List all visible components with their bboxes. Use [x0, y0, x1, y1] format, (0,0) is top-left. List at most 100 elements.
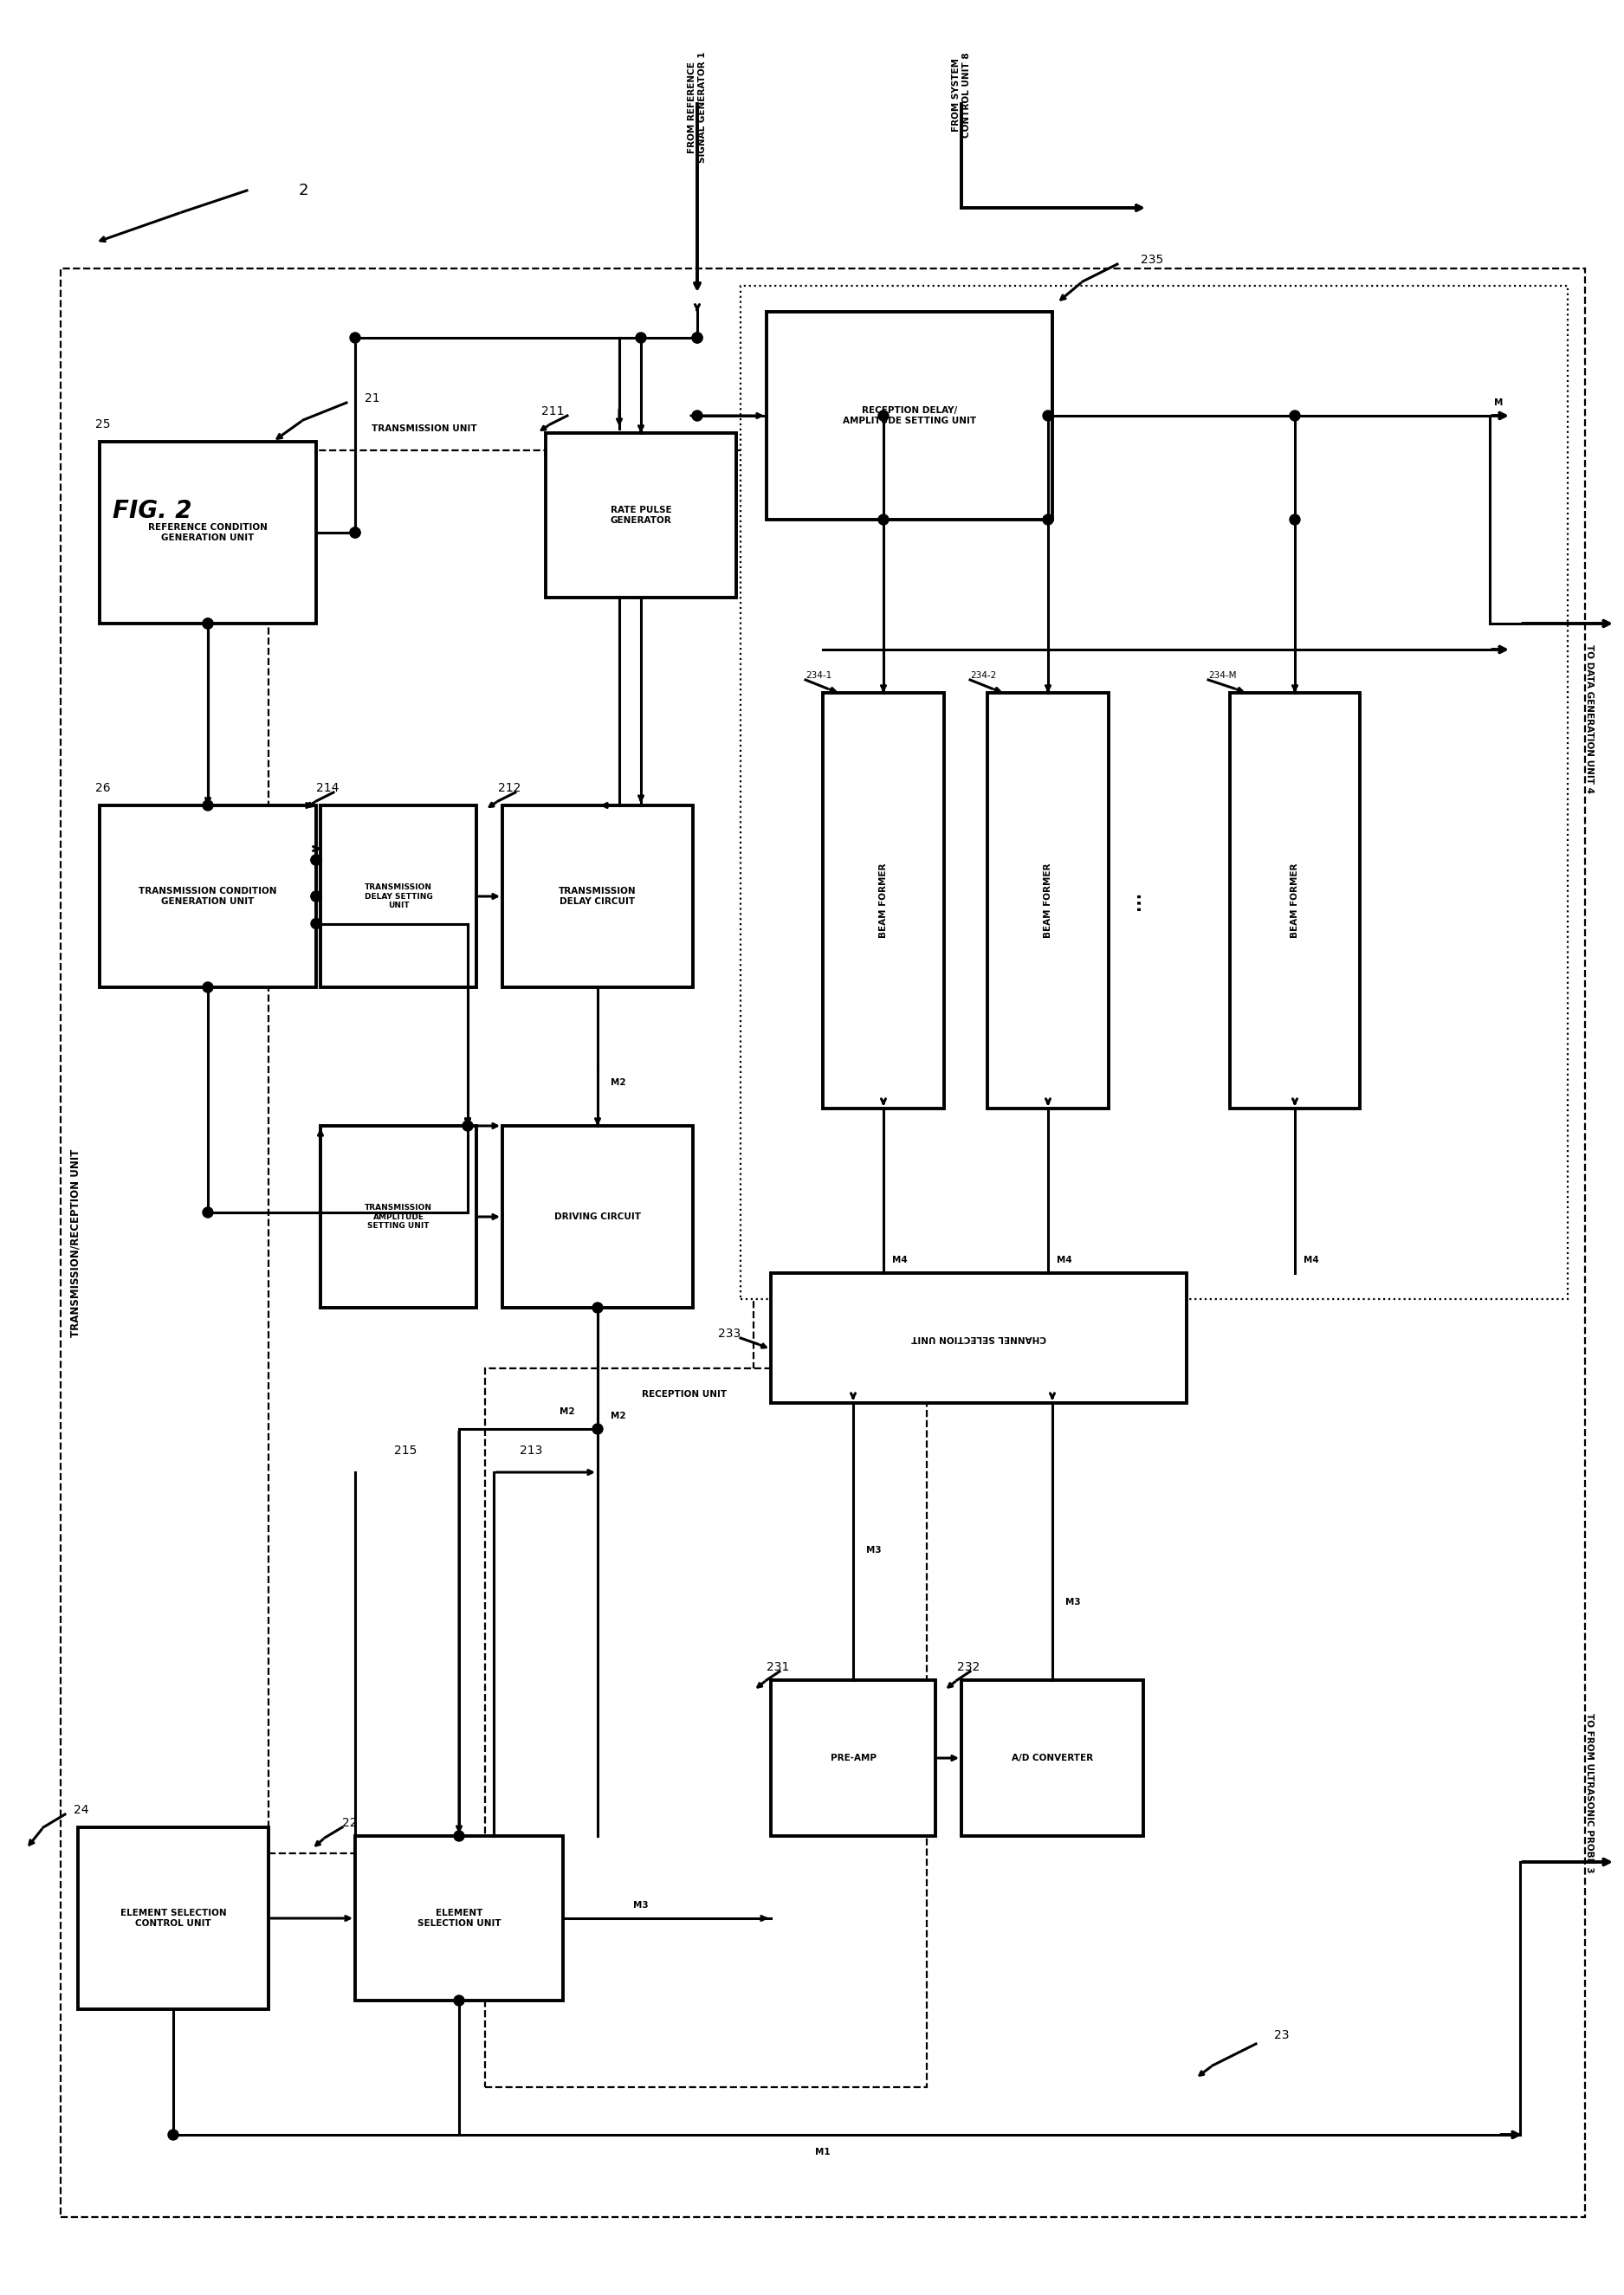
Text: ELEMENT SELECTION
CONTROL UNIT: ELEMENT SELECTION CONTROL UNIT	[120, 1909, 226, 1928]
Circle shape	[310, 890, 322, 902]
Text: TRANSMISSION UNIT: TRANSMISSION UNIT	[372, 425, 477, 434]
Text: 25: 25	[96, 418, 110, 431]
Text: 232: 232	[957, 1662, 979, 1673]
Text: REFERENCE CONDITION
GENERATION UNIT: REFERENCE CONDITION GENERATION UNIT	[148, 523, 268, 542]
Text: RECEPTION UNIT: RECEPTION UNIT	[641, 1391, 728, 1398]
FancyBboxPatch shape	[99, 806, 317, 987]
FancyBboxPatch shape	[823, 693, 944, 1108]
FancyBboxPatch shape	[502, 806, 693, 987]
FancyBboxPatch shape	[546, 434, 736, 597]
FancyBboxPatch shape	[767, 312, 1052, 519]
Text: M1: M1	[815, 2148, 830, 2157]
FancyBboxPatch shape	[741, 287, 1567, 1299]
Text: M4: M4	[892, 1255, 908, 1265]
Text: A/D CONVERTER: A/D CONVERTER	[1012, 1753, 1093, 1763]
Text: TRANSMISSION
AMPLITUDE
SETTING UNIT: TRANSMISSION AMPLITUDE SETTING UNIT	[365, 1205, 432, 1230]
Text: TRANSMISSION CONDITION
GENERATION UNIT: TRANSMISSION CONDITION GENERATION UNIT	[138, 886, 278, 907]
Text: M2: M2	[611, 1411, 625, 1421]
Text: 235: 235	[1140, 255, 1163, 266]
Circle shape	[879, 514, 888, 526]
FancyBboxPatch shape	[78, 1827, 268, 2008]
Circle shape	[1043, 514, 1054, 526]
Circle shape	[1043, 411, 1054, 420]
Circle shape	[203, 617, 213, 629]
Circle shape	[310, 918, 322, 929]
Text: 213: 213	[520, 1444, 542, 1457]
Text: 214: 214	[317, 783, 339, 794]
Circle shape	[310, 890, 322, 902]
Text: TRANSMISSION
DELAY CIRCUIT: TRANSMISSION DELAY CIRCUIT	[559, 886, 637, 907]
Text: RATE PULSE
GENERATOR: RATE PULSE GENERATOR	[611, 505, 672, 526]
Circle shape	[203, 982, 213, 991]
Circle shape	[453, 1831, 464, 1841]
Circle shape	[879, 411, 888, 420]
FancyBboxPatch shape	[486, 1368, 927, 2086]
Text: FIG. 2: FIG. 2	[112, 498, 192, 523]
Text: M: M	[1494, 399, 1504, 406]
Text: TRANSMISSION
DELAY SETTING
UNIT: TRANSMISSION DELAY SETTING UNIT	[364, 884, 432, 909]
Text: 23: 23	[1275, 2029, 1289, 2040]
Text: 21: 21	[365, 392, 380, 404]
FancyBboxPatch shape	[771, 1680, 935, 1836]
Text: FROM SYSTEM
CONTROL UNIT 8: FROM SYSTEM CONTROL UNIT 8	[952, 53, 971, 138]
Text: M2: M2	[560, 1407, 575, 1416]
FancyBboxPatch shape	[987, 693, 1109, 1108]
FancyBboxPatch shape	[961, 1680, 1143, 1836]
Text: 212: 212	[499, 783, 521, 794]
Text: FROM REFERENCE
SIGNAL GENERATOR 1: FROM REFERENCE SIGNAL GENERATOR 1	[689, 53, 706, 163]
Text: ELEMENT
SELECTION UNIT: ELEMENT SELECTION UNIT	[417, 1909, 500, 1928]
Circle shape	[593, 1304, 603, 1313]
Circle shape	[349, 528, 361, 537]
Circle shape	[692, 333, 703, 342]
FancyBboxPatch shape	[356, 1836, 564, 2001]
Text: DRIVING CIRCUIT: DRIVING CIRCUIT	[554, 1212, 641, 1221]
FancyBboxPatch shape	[1229, 693, 1359, 1108]
Text: 234-M: 234-M	[1208, 670, 1236, 679]
Text: M2: M2	[611, 1079, 625, 1088]
Circle shape	[310, 854, 322, 865]
Circle shape	[692, 411, 703, 420]
Circle shape	[203, 801, 213, 810]
Circle shape	[167, 2130, 179, 2139]
Text: RECEPTION DELAY/
AMPLITUDE SETTING UNIT: RECEPTION DELAY/ AMPLITUDE SETTING UNIT	[843, 406, 976, 425]
Circle shape	[349, 528, 361, 537]
Text: M4: M4	[1057, 1255, 1072, 1265]
Circle shape	[593, 1423, 603, 1434]
Text: 215: 215	[395, 1444, 417, 1457]
Text: PRE-AMP: PRE-AMP	[830, 1753, 875, 1763]
FancyBboxPatch shape	[320, 806, 476, 987]
Text: TRANSMISSION/RECEPTION UNIT: TRANSMISSION/RECEPTION UNIT	[70, 1148, 81, 1338]
FancyBboxPatch shape	[771, 1274, 1187, 1402]
Circle shape	[203, 617, 213, 629]
FancyBboxPatch shape	[268, 450, 754, 1854]
Text: M4: M4	[1304, 1255, 1319, 1265]
Text: M3: M3	[1065, 1597, 1080, 1606]
Text: TO DATA GENERATION UNIT 4: TO DATA GENERATION UNIT 4	[1585, 645, 1593, 794]
FancyBboxPatch shape	[320, 1127, 476, 1308]
Circle shape	[203, 1207, 213, 1219]
Text: 2: 2	[299, 184, 309, 197]
Text: BEAM FORMER: BEAM FORMER	[1291, 863, 1299, 939]
Circle shape	[463, 1120, 473, 1131]
Text: BEAM FORMER: BEAM FORMER	[879, 863, 888, 939]
Text: 24: 24	[73, 1804, 89, 1815]
Text: 22: 22	[343, 1818, 357, 1829]
Text: 233: 233	[718, 1327, 741, 1340]
Circle shape	[1289, 411, 1301, 420]
Text: 234-1: 234-1	[806, 670, 831, 679]
FancyBboxPatch shape	[99, 441, 317, 624]
Text: BEAM FORMER: BEAM FORMER	[1044, 863, 1052, 939]
Text: 26: 26	[96, 783, 110, 794]
Text: ...: ...	[1127, 890, 1143, 911]
FancyBboxPatch shape	[502, 1127, 693, 1308]
Text: M3: M3	[633, 1900, 648, 1909]
Text: M3: M3	[866, 1547, 882, 1554]
Text: 231: 231	[767, 1662, 789, 1673]
Circle shape	[349, 333, 361, 342]
Circle shape	[310, 854, 322, 865]
Text: TO FROM ULTRASONIC PROBE 3: TO FROM ULTRASONIC PROBE 3	[1585, 1712, 1593, 1873]
Circle shape	[635, 333, 646, 342]
Text: 211: 211	[541, 406, 564, 418]
Circle shape	[692, 333, 703, 342]
Circle shape	[453, 1994, 464, 2006]
